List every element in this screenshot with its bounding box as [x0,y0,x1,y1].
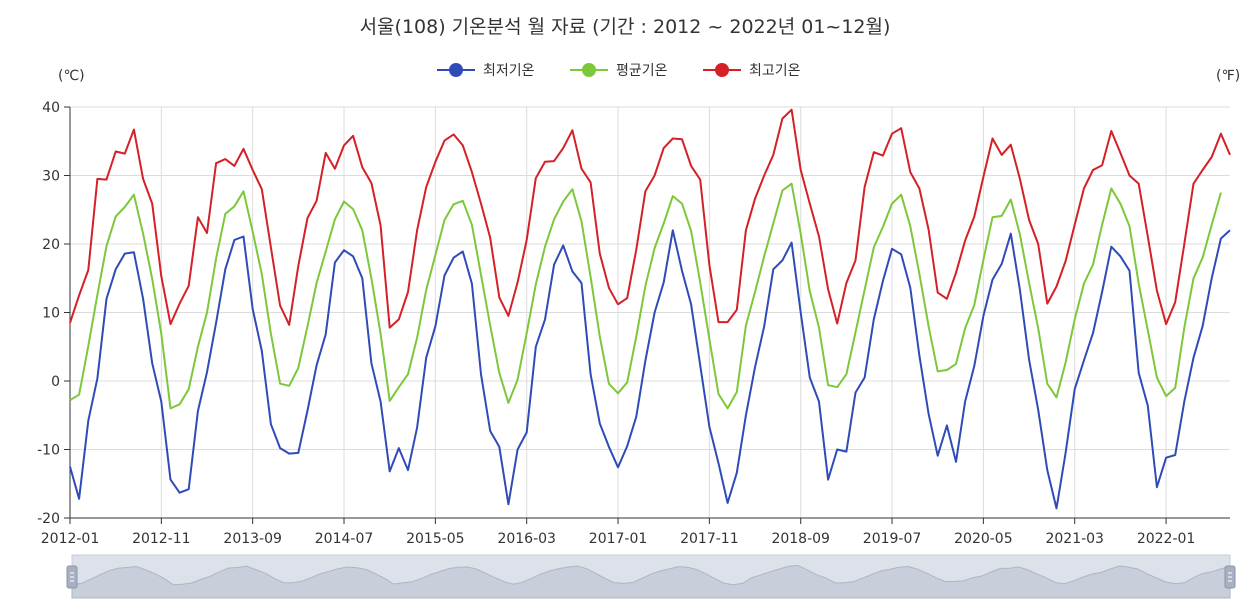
x-tick-label: 2017-11 [680,531,739,547]
series-line-2[interactable] [69,182,1222,410]
x-tick-label: 2012-11 [132,531,191,547]
y-tick-label: 40 [42,100,60,116]
legend-label: 최저기온 [483,63,535,79]
x-tick-label: 2020-05 [954,531,1013,547]
zoom-slider-preview [71,564,1231,599]
x-tick-label: 2015-05 [406,531,465,547]
legend-item-2[interactable]: 평균기온 [570,63,668,79]
series-line-3[interactable] [69,108,1231,329]
y-unit-left: (℃) [58,68,85,84]
x-tick-label: 2013-09 [223,531,282,547]
legend: 최저기온 평균기온 최고기온 [437,63,801,79]
legend-label: 최고기온 [749,63,801,79]
legend-marker [715,63,729,77]
y-tick-label: -20 [37,511,60,527]
legend-item-1[interactable]: 최저기온 [437,63,535,79]
zoom-handle-right[interactable] [1224,565,1236,589]
x-tick-label: 2016-03 [497,531,556,547]
y-tick-label: 20 [42,237,60,253]
x-tick-label: 2012-01 [41,531,100,547]
y-tick-label: 30 [42,169,60,185]
series-line-1[interactable] [69,229,1231,510]
series-group [69,108,1231,510]
x-tick-label: 2014-07 [315,531,374,547]
x-tick-label: 2022-01 [1137,531,1196,547]
y-tick-label: 10 [42,306,60,322]
y-tick-label: -10 [37,443,60,459]
x-tick-label: 2017-01 [589,531,648,547]
chart-title: 서울(108) 기온분석 월 자료 (기간 : 2012 ~ 2022년 01~… [360,16,891,38]
legend-marker [449,63,463,77]
x-tick-label: 2018-09 [771,531,830,547]
axes: 40 30 20 10 0 -10 -20 2012-01 2012-11 2013-09 2014… [37,100,1230,547]
x-tick-label: 2019-07 [863,531,922,547]
legend-label: 평균기온 [616,63,668,79]
legend-marker [582,63,596,77]
grid [69,106,1230,519]
zoom-slider[interactable] [66,554,1236,599]
y-unit-right: (℉) [1216,68,1240,84]
x-tick-label: 2021-03 [1045,531,1104,547]
y-tick-label: 0 [51,374,60,390]
legend-item-3[interactable]: 최고기온 [703,63,801,79]
zoom-handle-left[interactable] [66,565,78,589]
